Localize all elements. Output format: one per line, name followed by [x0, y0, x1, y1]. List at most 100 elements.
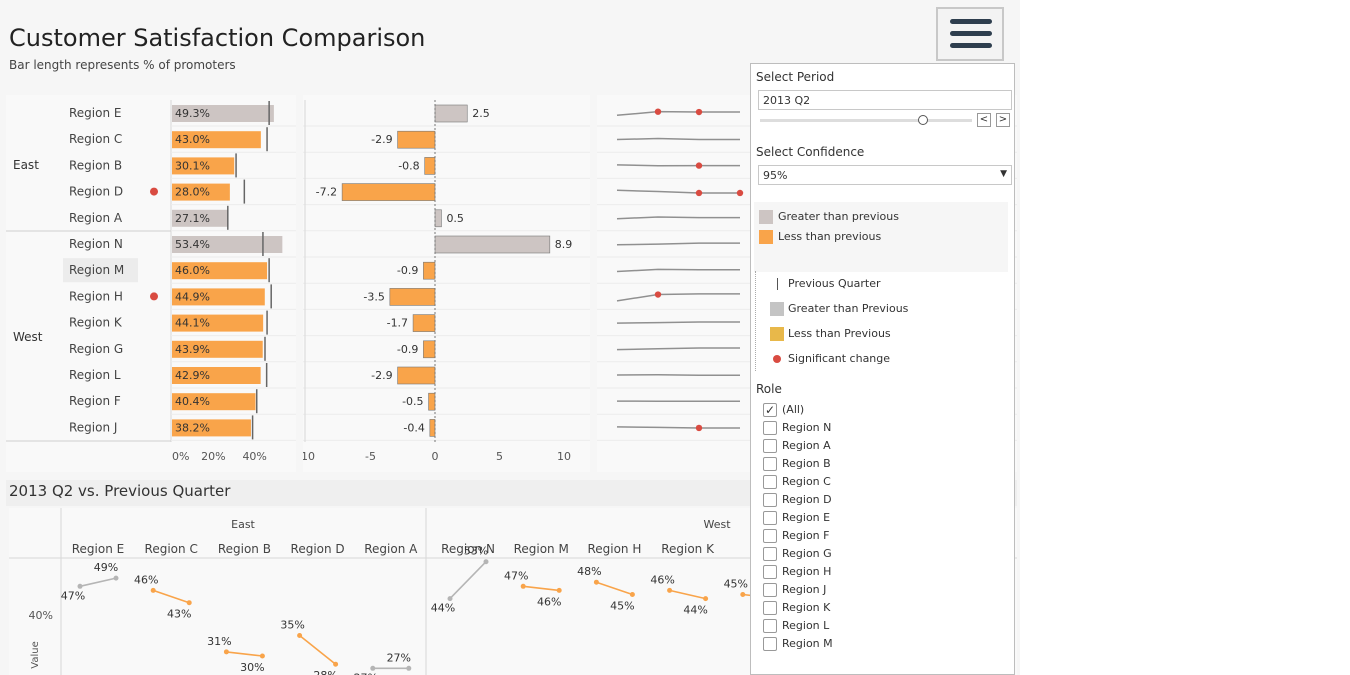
change-bar: [341, 183, 436, 201]
promoter-bar: [172, 288, 265, 306]
role-checkbox-label: Region M: [782, 637, 833, 650]
change-bar: [434, 209, 442, 228]
diff-panel: 2.5 -2.9 -0.8 -7.2 0.5 8.9 -0.9 -3.5 -1.7 -0.9 -2.…: [297, 95, 590, 472]
curr-value-label: 28%: [313, 669, 337, 675]
legend-label: Greater than previous: [778, 210, 899, 223]
role-checkbox[interactable]: [763, 529, 777, 543]
role-checkbox[interactable]: [763, 583, 777, 597]
legend-label: Greater than Previous: [788, 302, 909, 315]
bar-value-label: 38.2%: [175, 421, 210, 434]
next-period-button[interactable]: >: [996, 113, 1010, 127]
y-axis-label: Value: [30, 641, 41, 668]
bar-value-label: 42.9%: [175, 369, 210, 382]
region-label: Region K: [69, 316, 123, 330]
curr-value-label: 44%: [683, 604, 707, 617]
period-slider[interactable]: [760, 115, 972, 126]
region-column-header: Region N: [441, 542, 495, 556]
slope-point: [703, 596, 709, 602]
slope-point: [520, 583, 526, 589]
role-checkbox-label: Region D: [782, 493, 832, 506]
role-checkbox[interactable]: [763, 547, 777, 561]
role-checkbox[interactable]: [763, 457, 777, 471]
group-header: East: [231, 518, 255, 531]
slope-point: [186, 600, 192, 606]
bar-value-label: 44.1%: [175, 317, 210, 330]
region-column-header: Region H: [587, 542, 641, 556]
confidence-value: 95%: [763, 169, 788, 182]
region-label: Region L: [69, 368, 121, 382]
change-value-label: -7.2: [316, 186, 337, 199]
group-header: West: [703, 518, 731, 531]
role-label: Role: [756, 382, 782, 396]
role-checkbox[interactable]: [763, 619, 777, 633]
change-value-label: -0.8: [398, 159, 419, 172]
promoter-bar: [172, 314, 264, 332]
region-label: Region D: [69, 185, 123, 199]
role-checkbox-label: Region N: [782, 421, 832, 434]
bar-value-label: 53.4%: [175, 238, 210, 251]
role-checkbox-label: Region J: [782, 583, 827, 596]
change-value-label: -3.5: [363, 290, 384, 303]
region-label: Region N: [69, 237, 123, 251]
bar-panel: East West Region E 49.3% Region C 43.0% Region…: [6, 95, 296, 472]
change-bar: [423, 261, 436, 280]
bar-value-label: 27.1%: [175, 212, 210, 225]
role-checkbox-label: Region L: [782, 619, 830, 632]
role-checkbox[interactable]: [763, 475, 777, 489]
significant-change-dot: [736, 189, 744, 197]
change-bar: [397, 366, 436, 385]
curr-value-label: 49%: [94, 561, 118, 574]
slope-line: [596, 581, 633, 596]
role-checkbox[interactable]: [763, 421, 777, 435]
trend-line: [616, 426, 740, 429]
filter-menu: Select Period 2013 Q2 < > Select Confide…: [750, 63, 1015, 675]
change-bar: [397, 130, 436, 149]
role-checkbox-label: (All): [782, 403, 805, 416]
slope-line: [152, 589, 190, 604]
significant-change-dot: [654, 291, 662, 298]
region-label: Region H: [69, 289, 123, 303]
slider-handle[interactable]: [918, 115, 928, 125]
promoter-bar: [172, 105, 274, 122]
role-checkbox[interactable]: [763, 439, 777, 453]
region-label: Region M: [69, 263, 124, 277]
curr-value-label: 30%: [240, 661, 264, 674]
role-checkbox[interactable]: [763, 601, 777, 615]
legend-label: Less than Previous: [788, 327, 891, 340]
slope-point: [740, 592, 746, 597]
role-checkbox[interactable]: [763, 637, 777, 651]
promoter-bar: [172, 209, 229, 227]
bar-value-label: 49.3%: [175, 107, 210, 120]
prev-value-label: 44%: [431, 602, 455, 615]
trend-line: [616, 110, 740, 117]
curr-value-label: 45%: [610, 600, 634, 613]
role-checkbox[interactable]: [763, 493, 777, 507]
promoters-bar-chart: East West Region E 49.3% Region C 43.0% Region…: [6, 100, 296, 463]
legend-swatch: [759, 210, 773, 224]
change-value-label: -1.7: [387, 317, 408, 330]
trend-line: [616, 216, 740, 220]
change-value-label: -2.9: [371, 133, 392, 146]
slope-point: [113, 575, 119, 581]
confidence-select[interactable]: 95% ▼: [758, 165, 1012, 185]
slope-point: [483, 559, 489, 565]
trend-line: [616, 242, 740, 246]
legend-label: Previous Quarter: [788, 277, 881, 290]
trend-line: [616, 137, 740, 141]
prev-period-button[interactable]: <: [977, 113, 991, 127]
hamburger-icon-bar: [950, 31, 992, 36]
role-checkbox[interactable]: [763, 565, 777, 579]
change-bar-chart: 2.5 -2.9 -0.8 -7.2 0.5 8.9 -0.9 -3.5 -1.7 -0.9 -2.…: [297, 100, 590, 463]
change-bar: [412, 314, 436, 332]
significant-change-dot: [695, 189, 703, 197]
menu-toggle-button[interactable]: [936, 7, 1004, 61]
prev-value-label: 48%: [577, 565, 601, 578]
hamburger-icon-bar: [950, 19, 992, 24]
change-bar: [423, 340, 436, 359]
role-checkbox[interactable]: [763, 511, 777, 525]
role-checkbox[interactable]: ✓: [763, 403, 777, 417]
curr-value-label: 43%: [167, 608, 191, 621]
period-input[interactable]: 2013 Q2: [758, 90, 1012, 110]
trend-line: [616, 189, 740, 194]
region-label: Region E: [69, 106, 121, 120]
